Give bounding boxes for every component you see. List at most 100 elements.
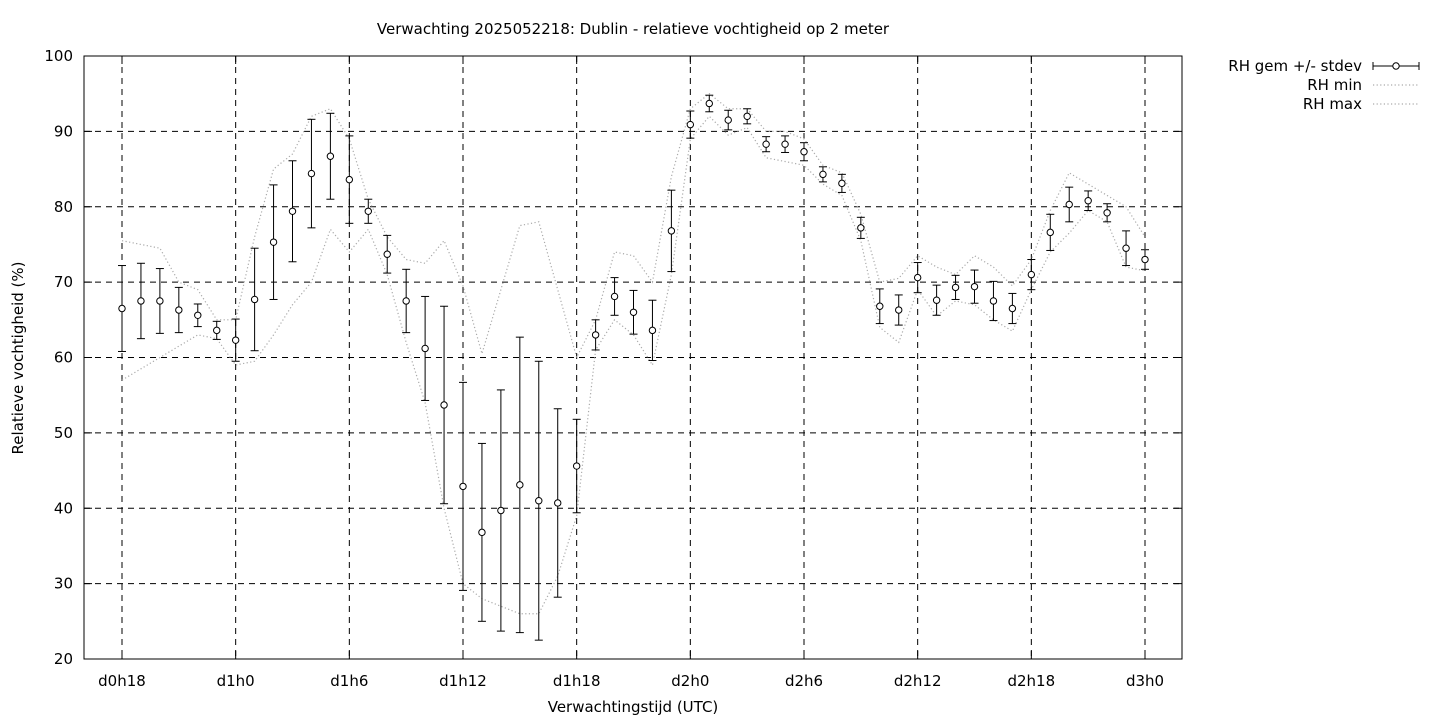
errorbar-point <box>743 108 752 125</box>
plot-frame <box>83 55 1183 660</box>
errorbar-point <box>800 142 808 162</box>
mean-marker <box>554 499 562 507</box>
mean-marker <box>231 336 240 344</box>
errorbar-point <box>818 166 827 183</box>
errorbar-point <box>118 265 126 352</box>
mean-marker <box>913 273 922 282</box>
mean-marker <box>800 148 808 156</box>
mean-marker <box>1103 209 1111 217</box>
errorbar-point <box>591 319 600 351</box>
mean-marker <box>194 311 202 319</box>
errorbar-point <box>440 305 449 505</box>
errorbar-point <box>364 198 373 224</box>
mean-marker <box>269 238 278 246</box>
mean-marker <box>250 295 259 304</box>
mean-marker <box>118 304 126 313</box>
errorbar-point <box>496 389 505 632</box>
y-tick-label: 70 <box>54 273 73 291</box>
errorbar-point <box>534 360 543 641</box>
mean-marker <box>743 112 751 121</box>
mean-marker <box>156 297 164 305</box>
y-tick-label: 80 <box>54 198 73 216</box>
errorbar-point <box>1008 292 1017 325</box>
errorbar-point <box>1122 230 1131 267</box>
errorbar-point <box>155 268 164 334</box>
mean-marker <box>1046 228 1054 237</box>
errorbar-point <box>421 295 430 401</box>
mean-marker <box>572 462 581 470</box>
mean-marker <box>137 297 145 305</box>
mean-marker <box>762 140 770 148</box>
errorbar-point <box>1103 203 1112 223</box>
y-tick-label: 50 <box>54 424 73 442</box>
errorbar-point <box>174 286 183 334</box>
y-tick-label: 40 <box>54 499 73 517</box>
mean-marker <box>819 170 827 179</box>
mean-marker <box>781 140 789 148</box>
x-tick-label: d2h18 <box>1007 672 1055 690</box>
errorbar-point <box>250 247 259 352</box>
mean-marker <box>345 175 354 184</box>
errorbar-point <box>345 135 354 224</box>
mean-marker <box>686 120 695 129</box>
mean-marker <box>876 302 884 310</box>
errorbar-point <box>686 110 695 139</box>
mean-marker <box>516 481 524 489</box>
errorbar-point <box>970 269 979 304</box>
errorbar-point <box>572 418 581 514</box>
errorbar-point <box>459 381 467 591</box>
series-lines <box>121 92 1146 615</box>
x-axis-label: Verwachtingstijd (UTC) <box>548 698 719 716</box>
legend-label: RH max <box>1303 95 1362 113</box>
grid-lines <box>84 56 1182 659</box>
mean-marker <box>724 116 732 124</box>
mean-marker <box>951 283 960 292</box>
mean-marker <box>838 179 846 188</box>
mean-marker <box>421 344 429 353</box>
mean-marker <box>1065 200 1073 209</box>
legend-label: RH gem +/- stdev <box>1228 57 1362 75</box>
errorbar-point <box>212 320 221 340</box>
errorbar-point <box>1065 186 1074 223</box>
errorbar-point <box>515 336 524 634</box>
y-tick-label: 60 <box>54 349 73 367</box>
y-axis-label: Relatieve vochtigheid (%) <box>9 261 27 454</box>
errorbar-point <box>989 280 998 322</box>
errorbar-point <box>553 408 562 598</box>
x-tick-label: d1h18 <box>553 672 601 690</box>
errorbar-point <box>610 277 619 316</box>
errorbar-point <box>629 289 638 335</box>
errorbar-point <box>1027 259 1036 291</box>
errorbar-point <box>326 112 335 200</box>
chart-title: Verwachting 2025052218: Dublin - relatie… <box>377 20 890 38</box>
errorbar-point <box>951 274 960 300</box>
series-line-rh-min <box>121 115 1146 615</box>
mean-marker <box>667 227 676 235</box>
mean-marker <box>440 401 448 409</box>
errorbar-point <box>1084 190 1093 212</box>
x-tick-label: d3h0 <box>1126 672 1164 690</box>
x-tick-label: d2h6 <box>785 672 823 690</box>
mean-marker <box>705 99 713 108</box>
mean-marker <box>1008 304 1017 313</box>
mean-marker <box>610 292 619 301</box>
errorbar-point <box>193 303 202 328</box>
errorbar-point <box>762 136 771 153</box>
y-tick-label: 30 <box>54 575 73 593</box>
mean-marker <box>478 528 486 537</box>
mean-marker <box>535 497 543 505</box>
y-tick-label: 20 <box>54 650 73 668</box>
axis-ticks: 20 30 40 50 60 70 80 90 100 d0h18 d1h0 d1h6 d1h12 d1h… <box>44 47 1182 690</box>
mean-marker <box>591 331 600 339</box>
series-line-rh-max <box>121 92 1146 360</box>
errorbar-point <box>667 189 676 273</box>
mean-marker <box>213 326 221 335</box>
errorbar-point <box>724 109 733 131</box>
mean-marker <box>402 297 410 305</box>
mean-marker <box>932 296 941 304</box>
mean-marker <box>1141 255 1149 264</box>
x-tick-label: d1h12 <box>439 672 487 690</box>
errorbar-point <box>705 94 714 113</box>
